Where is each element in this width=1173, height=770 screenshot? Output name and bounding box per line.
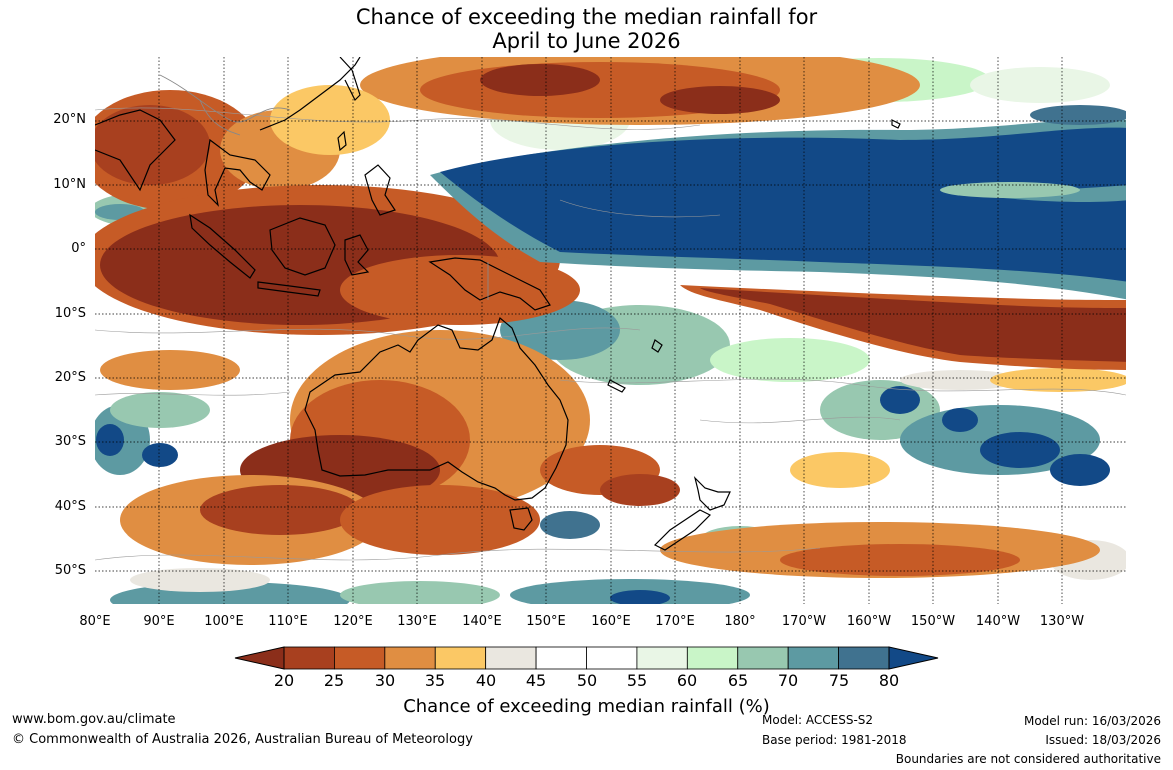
lon-label-130w: 130°W	[1039, 614, 1085, 629]
lon-label-140w: 140°W	[975, 614, 1021, 629]
lat-label-50s: 50°S	[54, 563, 86, 578]
lat-label-10s: 10°S	[54, 306, 86, 321]
lon-label-90e: 90°E	[143, 614, 175, 629]
colorbar-segment	[535, 646, 587, 670]
borneo-coast	[269, 217, 336, 276]
map-title-line-2: April to June 2026	[492, 29, 681, 53]
lon-label-80e: 80°E	[79, 614, 111, 629]
sumatra-coast	[189, 213, 256, 279]
model-run-text: Model run: 16/03/2026	[1023, 714, 1161, 728]
map-title-line-1: Chance of exceeding the median rainfall …	[355, 5, 818, 29]
colorbar-segment	[384, 646, 436, 670]
lon-label-150e: 150°E	[526, 614, 566, 629]
lat-label-20n: 20°N	[53, 112, 86, 127]
colorbar-tick-60: 60	[676, 671, 698, 690]
lon-label-110e: 110°E	[268, 614, 308, 629]
lat-label-10n: 10°N	[53, 177, 86, 192]
contour-lines	[95, 107, 1126, 561]
colorbar-tick-35: 35	[424, 671, 446, 690]
colorbar-tick-75: 75	[828, 671, 850, 690]
tasmania-coast	[509, 507, 533, 531]
colorbar-segment	[586, 646, 638, 670]
colorbar-tick-65: 65	[727, 671, 749, 690]
model-text: Model: ACCESS-S2	[762, 713, 874, 727]
colorbar-tick-30: 30	[374, 671, 396, 690]
colorbar-segment	[283, 646, 335, 670]
lon-label-160w: 160°W	[846, 614, 892, 629]
colorbar-segment	[434, 646, 487, 670]
base-period-text: Base period: 1981-2018	[762, 733, 907, 747]
colorbar-segment	[636, 646, 688, 670]
country-borders	[159, 74, 489, 300]
java-coast	[257, 281, 321, 297]
website-text: www.bom.gov.au/climate	[12, 712, 176, 727]
colorbar-segment	[334, 646, 386, 670]
south-pacific-dry-band	[680, 285, 1126, 370]
lon-label-170e: 170°E	[655, 614, 695, 629]
colorbar-low-arrow	[234, 646, 285, 670]
disclaimer-text: Boundaries are not considered authoritat…	[895, 752, 1161, 766]
sulawesi-coast	[344, 234, 370, 276]
lon-label-130e: 130°E	[397, 614, 437, 629]
dry-regions	[95, 57, 1126, 592]
colorbar	[234, 646, 939, 670]
taiwan-coast	[337, 130, 347, 152]
colorbar-tick-45: 45	[525, 671, 547, 690]
lon-label-170w: 170°W	[781, 614, 827, 629]
issued-text: Issued: 18/03/2026	[1045, 733, 1161, 747]
lat-label-0: 0°	[71, 241, 86, 256]
colorbar-segment	[686, 646, 739, 670]
coastlines	[95, 57, 901, 551]
colorbar-tick-40: 40	[475, 671, 497, 690]
fiji-coast	[651, 339, 663, 353]
colorbar-segment	[485, 646, 537, 670]
australia-coast	[304, 316, 569, 501]
copyright-text: © Commonwealth of Australia 2026, Austra…	[12, 732, 473, 747]
new-guinea-coast	[428, 257, 551, 311]
lat-label-40s: 40°S	[54, 499, 86, 514]
colorbar-tick-70: 70	[777, 671, 799, 690]
graticule	[95, 57, 1126, 604]
japan-coast	[339, 57, 361, 102]
china-coast	[259, 57, 361, 131]
colorbar-segment	[838, 646, 890, 670]
colorbar-tick-80: 80	[878, 671, 900, 690]
lon-label-150w: 150°W	[910, 614, 956, 629]
colorbar-tick-55: 55	[626, 671, 648, 690]
lon-label-160e: 160°E	[591, 614, 631, 629]
lon-label-100e: 100°E	[204, 614, 244, 629]
new-caledonia-coast	[607, 379, 626, 393]
map-field	[95, 57, 1126, 604]
colorbar-tick-50: 50	[576, 671, 598, 690]
colorbar-segment	[787, 646, 839, 670]
new-zealand-south-coast	[653, 509, 712, 551]
lon-label-120e: 120°E	[333, 614, 373, 629]
wet-regions	[430, 105, 1126, 300]
lon-label-180: 180°	[724, 614, 756, 629]
lon-label-140e: 140°E	[462, 614, 502, 629]
new-zealand-north-coast	[693, 476, 731, 511]
philippines-coast	[364, 164, 396, 216]
colorbar-high-arrow	[888, 646, 939, 670]
lat-label-30s: 30°S	[54, 434, 86, 449]
colorbar-segment	[737, 646, 789, 670]
colorbar-label: Chance of exceeding median rainfall (%)	[403, 696, 770, 717]
colorbar-tick-25: 25	[323, 671, 345, 690]
lat-label-20s: 20°S	[54, 370, 86, 385]
colorbar-tick-20: 20	[273, 671, 295, 690]
hawaii-coast	[891, 119, 901, 129]
india-coast	[95, 109, 176, 192]
indochina-coast	[204, 138, 271, 207]
